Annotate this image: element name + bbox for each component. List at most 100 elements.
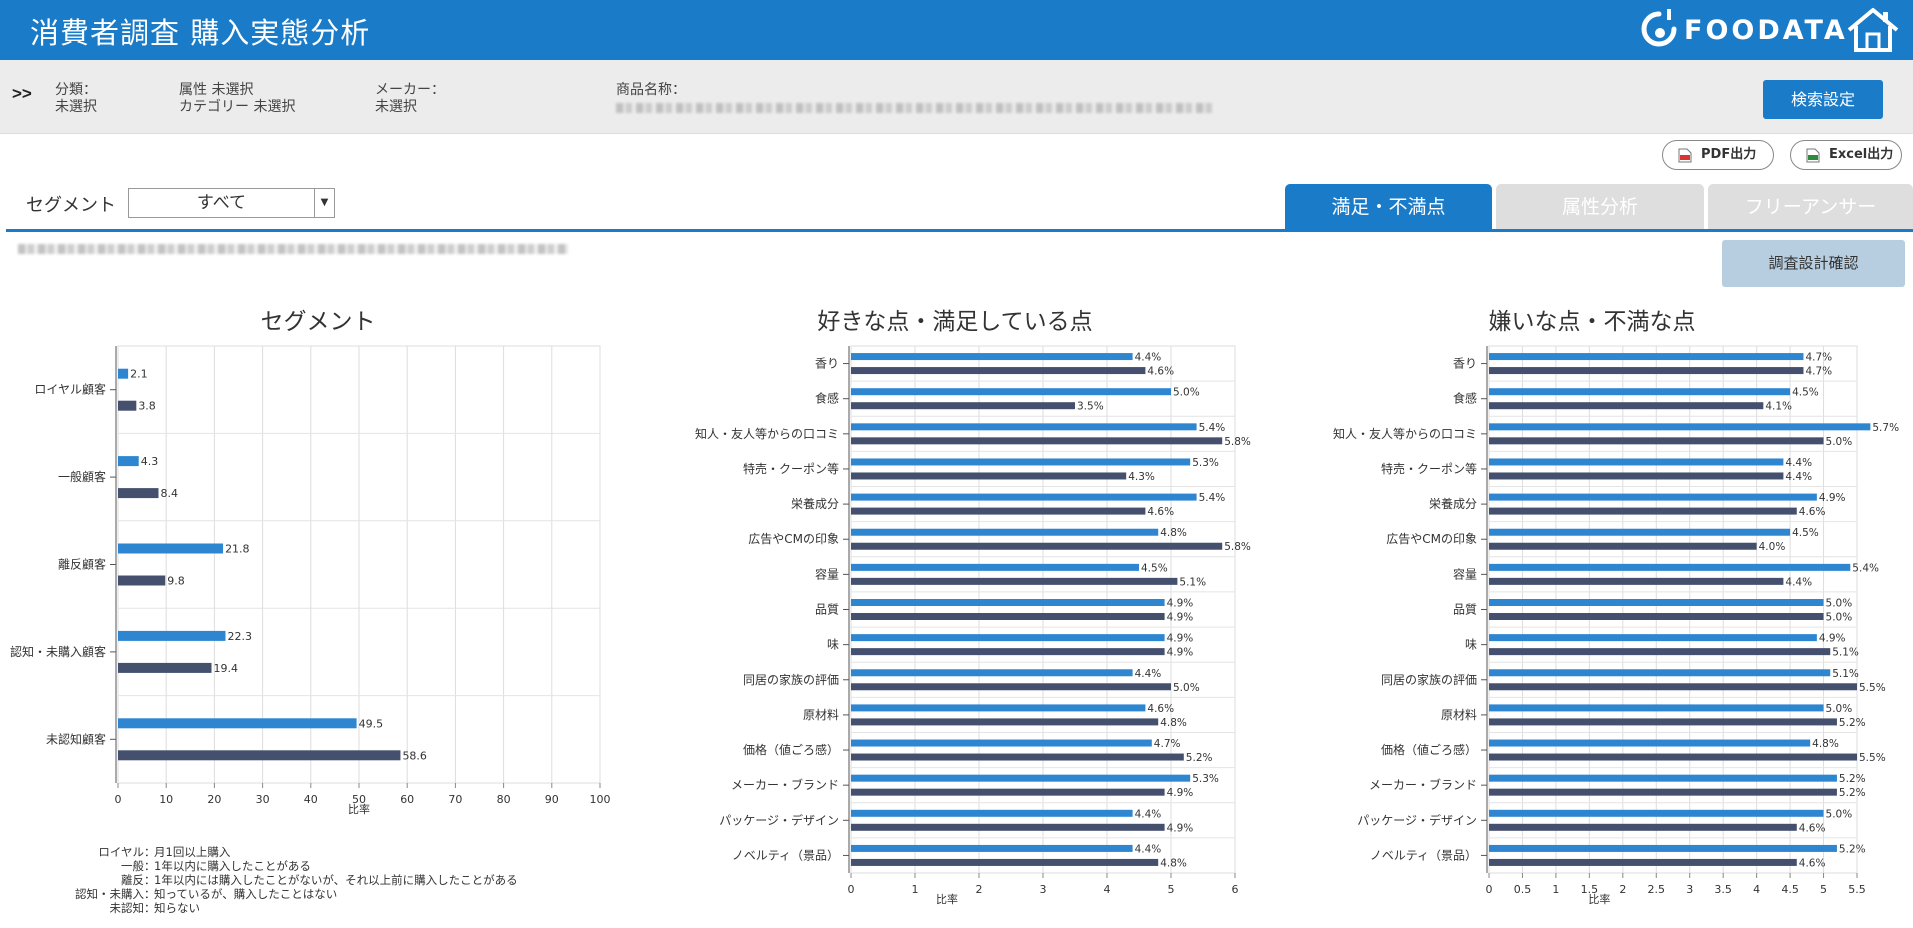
bar — [118, 368, 129, 379]
y-category-label: 容量 — [1453, 566, 1477, 581]
bar-value-label: 5.0% — [1826, 612, 1853, 624]
bar — [851, 844, 1133, 852]
bar — [118, 400, 137, 411]
tab-satisfaction[interactable]: 満足・不満点 — [1285, 184, 1492, 230]
search-settings-button[interactable]: 検索設定 — [1763, 80, 1883, 119]
tab-free-answer[interactable]: フリーアンサー — [1708, 184, 1913, 230]
tab-attribute-analysis[interactable]: 属性分析 — [1496, 184, 1704, 230]
pdf-export-button[interactable]: PDF出力 — [1662, 140, 1774, 170]
category-label: 分類： — [55, 82, 97, 98]
bar-value-label: 4.3% — [1128, 471, 1155, 483]
bar-value-label: 4.6% — [1147, 366, 1174, 378]
bar — [851, 683, 1171, 691]
bar-value-label: 4.4% — [1135, 808, 1162, 820]
bar — [851, 542, 1223, 550]
bar — [1489, 599, 1824, 606]
bar — [851, 458, 1191, 466]
x-tick-label: 0 — [848, 883, 855, 896]
x-tick-label: 2.5 — [1648, 883, 1666, 896]
bar-value-label: 4.8% — [1160, 857, 1187, 869]
category-value: 未選択 — [55, 99, 97, 115]
chevron-down-icon: ▼ — [314, 189, 334, 217]
bar-value-label: 4.3 — [141, 455, 159, 468]
y-category-label: 容量 — [815, 566, 839, 581]
maker-value: 未選択 — [375, 99, 417, 115]
bar — [1489, 563, 1851, 571]
bar — [851, 599, 1165, 606]
bar-value-label: 5.2% — [1839, 717, 1866, 729]
segment-select[interactable]: すべて ▼ — [128, 188, 335, 218]
segment-note-desc: 月1回以上購入 — [154, 845, 231, 859]
bar-value-label: 5.4% — [1852, 562, 1879, 574]
bar-value-label: 5.4% — [1199, 422, 1226, 434]
x-tick-label: 90 — [545, 793, 559, 806]
bar — [1489, 577, 1784, 585]
filter-bar: >> 分類： 未選択 属性 未選択 カテゴリー 未選択 メーカー： 未選択 商品… — [0, 60, 1913, 134]
y-category-label: 特売・クーポン等 — [1381, 461, 1477, 476]
chart-title-dislikes: 嫌いな点・不満な点 — [1488, 309, 1696, 335]
attribute-filter: 属性 未選択 カテゴリー 未選択 — [179, 82, 295, 116]
y-category-label: メーカー・ブランド — [731, 777, 839, 792]
expand-filters-toggle[interactable]: >> — [12, 84, 32, 103]
dislikes-chart: 0 0.5 1 1.5 2 2.5 3 3.5 4 4.5 5 5.5 比率 香り 4.7% 4.7% 食感 4.… — [1333, 345, 1899, 906]
segment-note-row: 一般： 1年以内に購入したことがある — [40, 859, 518, 873]
bar — [851, 563, 1139, 571]
bar — [851, 823, 1165, 831]
bar — [118, 718, 357, 729]
bar — [851, 739, 1152, 747]
home-icon[interactable] — [1845, 6, 1901, 54]
bar — [118, 575, 166, 586]
bar — [1489, 858, 1797, 866]
segment-note-separator: ： — [144, 859, 156, 873]
y-category-label: 認知・未購入顧客 — [10, 644, 106, 659]
bar — [851, 788, 1165, 796]
bar-value-label: 5.1% — [1832, 668, 1859, 680]
x-tick-label: 60 — [400, 793, 414, 806]
bar-value-label: 19.4 — [214, 662, 239, 675]
x-axis-label: 比率 — [1588, 892, 1610, 906]
bar-value-label: 4.1% — [1765, 401, 1792, 413]
y-category-label: 品質 — [815, 602, 839, 617]
bar-value-label: 4.5% — [1792, 387, 1819, 399]
redacted-product-names — [616, 103, 1216, 113]
bar — [1489, 774, 1837, 782]
survey-design-button[interactable]: 調査設計確認 — [1722, 240, 1905, 287]
y-category-label: 原材料 — [1441, 708, 1477, 722]
segment-note-separator: ： — [144, 901, 156, 915]
bar-value-label: 4.9% — [1167, 787, 1194, 799]
bar — [1489, 753, 1857, 761]
bar-value-label: 5.0% — [1826, 703, 1853, 715]
x-tick-label: 5 — [1820, 883, 1827, 896]
bar — [1489, 437, 1824, 445]
x-tick-label: 70 — [448, 793, 462, 806]
y-category-label: パッケージ・デザイン — [719, 812, 839, 827]
segment-chart: 0 10 20 30 40 50 60 70 80 90 100 比率 ロイヤル顧客 2.1 3.8 一般顧客… — [10, 345, 611, 816]
bar-value-label: 4.5% — [1141, 562, 1168, 574]
bar — [851, 858, 1159, 866]
x-tick-label: 3 — [1686, 883, 1693, 896]
bar-value-label: 5.3% — [1192, 773, 1219, 785]
product-filter: 商品名称： — [616, 82, 686, 99]
x-tick-label: 1 — [912, 883, 919, 896]
bar-value-label: 5.2% — [1186, 752, 1213, 764]
segment-note-separator: ： — [144, 873, 156, 887]
y-category-label: 価格（値ごろ感） — [743, 742, 839, 757]
bar — [1489, 353, 1804, 361]
segment-note-row: 離反： 1年以内には購入したことがないが、それ以上前に購入したことがある — [40, 873, 518, 887]
bar — [851, 493, 1197, 501]
x-tick-label: 2 — [1619, 883, 1626, 896]
x-tick-label: 4.5 — [1781, 883, 1799, 896]
excel-export-label: Excel出力 — [1829, 147, 1894, 162]
bar-value-label: 5.0% — [1173, 387, 1200, 399]
bar — [1489, 458, 1784, 466]
bar — [118, 630, 226, 641]
excel-export-button[interactable]: Excel出力 — [1790, 140, 1902, 170]
bar-value-label: 3.5% — [1077, 401, 1104, 413]
bar-value-label: 4.9% — [1167, 822, 1194, 834]
bar — [851, 437, 1223, 445]
x-tick-label: 5 — [1168, 883, 1175, 896]
bar-value-label: 5.0% — [1173, 682, 1200, 694]
segment-note-row: 認知・未購入：知っているが、購入したことはない — [40, 887, 518, 901]
pdf-export-label: PDF出力 — [1701, 147, 1757, 162]
bar-value-label: 4.4% — [1135, 843, 1162, 855]
